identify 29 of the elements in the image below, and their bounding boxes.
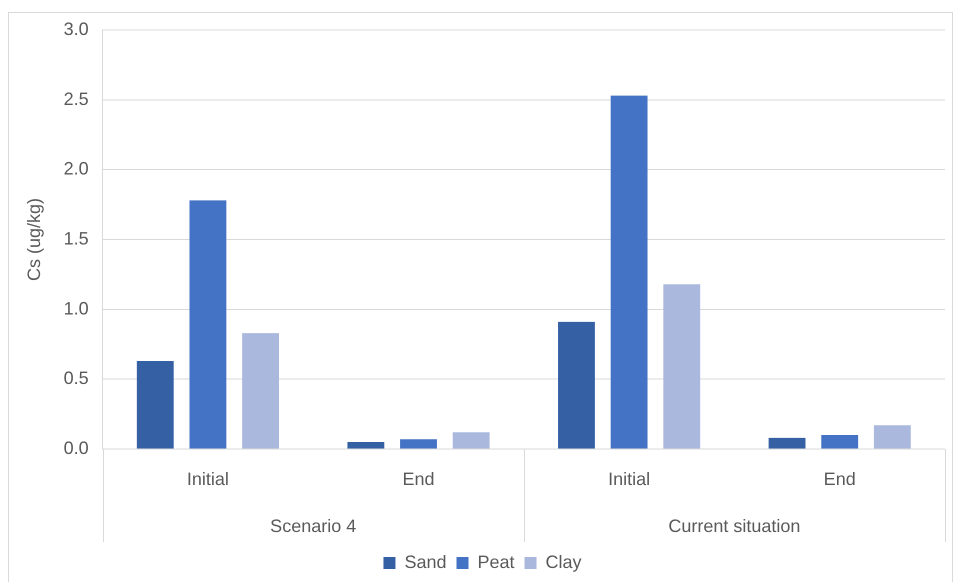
bar [189,200,226,448]
text: Scenario 4 [270,516,356,536]
bar [663,284,700,448]
bar [347,442,384,448]
bar [400,439,437,448]
bar [136,361,174,448]
y-tick-label: 2.5 [64,88,89,109]
bar [821,435,858,448]
x-tick-label: Initial [186,468,229,489]
y-tick-label: 0.0 [64,438,89,458]
y-tick-label: 0.5 [64,368,89,388]
y-axis-title: Cs (ug/kg) [24,198,44,282]
legend-label: Sand [404,552,447,572]
bar [242,333,279,448]
y-tick-label: 2.0 [64,158,89,179]
bar [452,432,490,448]
bar [558,322,595,448]
y-tick-label: 1.0 [64,298,89,318]
bar [610,96,648,448]
x-tick-label: End [402,468,435,489]
y-tick-label: 3.0 [64,18,89,39]
legend-label: Clay [546,552,582,572]
text: Current situation [668,516,800,536]
legend-label: Peat [478,552,515,572]
x-tick-label: End [824,468,856,489]
x-tick-label: Initial [608,468,650,489]
bar [874,425,911,448]
bar [768,438,806,448]
y-tick-label: 1.5 [64,228,89,248]
